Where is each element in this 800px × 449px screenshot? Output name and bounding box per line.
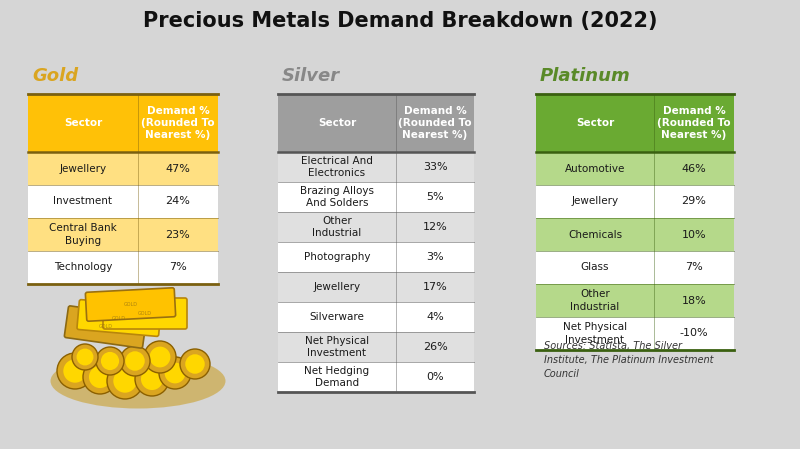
Text: Electrical And
Electronics: Electrical And Electronics	[301, 156, 373, 178]
Circle shape	[135, 362, 169, 396]
Text: 26%: 26%	[422, 342, 447, 352]
Circle shape	[83, 360, 117, 394]
Text: Brazing Alloys
And Solders: Brazing Alloys And Solders	[300, 186, 374, 208]
Text: 46%: 46%	[682, 163, 706, 173]
Text: Demand %
(Rounded To
Nearest %): Demand % (Rounded To Nearest %)	[398, 106, 472, 141]
Bar	[28, 218, 218, 251]
Text: Other
Industrial: Other Industrial	[570, 289, 620, 312]
Text: Net Physical
Investment: Net Physical Investment	[563, 322, 627, 345]
Circle shape	[150, 347, 170, 367]
Circle shape	[77, 348, 94, 365]
Text: GOLD: GOLD	[112, 316, 126, 321]
Bar	[536, 218, 734, 251]
Bar	[278, 302, 474, 332]
Circle shape	[57, 353, 93, 389]
Text: Jewellery: Jewellery	[59, 163, 106, 173]
Text: 29%: 29%	[682, 197, 706, 207]
Text: 5%: 5%	[426, 192, 444, 202]
Text: 7%: 7%	[685, 263, 703, 273]
FancyBboxPatch shape	[77, 299, 161, 336]
Circle shape	[114, 369, 137, 393]
Text: Sources: Statista, The Silver
Institute, The Platinum Investment
Council: Sources: Statista, The Silver Institute,…	[544, 341, 714, 379]
Text: Net Physical
Investment: Net Physical Investment	[305, 336, 369, 358]
Text: 24%: 24%	[166, 197, 190, 207]
Circle shape	[186, 354, 205, 374]
Text: 3%: 3%	[426, 252, 444, 262]
Text: Central Bank
Buying: Central Bank Buying	[49, 223, 117, 246]
Text: Technology: Technology	[54, 263, 112, 273]
Bar	[278, 272, 474, 302]
Bar	[278, 242, 474, 272]
Circle shape	[126, 351, 145, 371]
Bar	[278, 212, 474, 242]
Text: Glass: Glass	[581, 263, 610, 273]
Text: Demand %
(Rounded To
Nearest %): Demand % (Rounded To Nearest %)	[141, 106, 215, 141]
Text: Chemicals: Chemicals	[568, 229, 622, 239]
Text: Net Hedging
Demand: Net Hedging Demand	[305, 366, 370, 388]
Circle shape	[107, 363, 143, 399]
Text: 18%: 18%	[682, 295, 706, 305]
Text: Investment: Investment	[54, 197, 113, 207]
Bar	[536, 251, 734, 284]
Bar	[536, 94, 734, 152]
Bar	[28, 94, 218, 152]
Bar	[278, 332, 474, 362]
FancyBboxPatch shape	[103, 298, 187, 329]
Circle shape	[63, 359, 86, 383]
Circle shape	[89, 366, 111, 388]
Text: 12%: 12%	[422, 222, 447, 232]
Bar	[278, 362, 474, 392]
Circle shape	[165, 363, 186, 383]
Circle shape	[72, 344, 98, 370]
Text: Sector: Sector	[64, 118, 102, 128]
Bar	[278, 182, 474, 212]
Bar	[536, 284, 734, 317]
Text: 17%: 17%	[422, 282, 447, 292]
Text: GOLD: GOLD	[98, 325, 113, 330]
Text: Silverware: Silverware	[310, 312, 365, 322]
Text: GOLD: GOLD	[123, 302, 138, 307]
Text: GOLD: GOLD	[138, 311, 152, 316]
Text: Sector: Sector	[318, 118, 356, 128]
Circle shape	[120, 346, 150, 376]
Text: Gold: Gold	[32, 67, 78, 85]
Text: Photography: Photography	[304, 252, 370, 262]
Text: 4%: 4%	[426, 312, 444, 322]
Text: 7%: 7%	[169, 263, 187, 273]
Text: Demand %
(Rounded To
Nearest %): Demand % (Rounded To Nearest %)	[657, 106, 731, 141]
Text: Jewellery: Jewellery	[314, 282, 361, 292]
Text: Sector: Sector	[576, 118, 614, 128]
Text: -10%: -10%	[680, 329, 708, 339]
Circle shape	[180, 349, 210, 379]
Bar	[28, 185, 218, 218]
Text: 33%: 33%	[422, 162, 447, 172]
Bar	[536, 317, 734, 350]
Text: 23%: 23%	[166, 229, 190, 239]
Text: Platinum: Platinum	[540, 67, 630, 85]
Circle shape	[96, 347, 124, 375]
FancyBboxPatch shape	[86, 288, 175, 321]
Circle shape	[159, 357, 191, 389]
Ellipse shape	[50, 353, 226, 409]
Circle shape	[101, 352, 119, 370]
Circle shape	[144, 341, 176, 373]
Bar	[278, 152, 474, 182]
Bar	[536, 152, 734, 185]
Bar	[28, 251, 218, 284]
Text: 10%: 10%	[682, 229, 706, 239]
Text: 47%: 47%	[166, 163, 190, 173]
Bar	[536, 185, 734, 218]
Bar	[28, 152, 218, 185]
Text: Silver: Silver	[282, 67, 340, 85]
Text: Automotive: Automotive	[565, 163, 625, 173]
Bar	[278, 94, 474, 152]
Circle shape	[141, 368, 163, 390]
Text: Other
Industrial: Other Industrial	[312, 216, 362, 238]
Text: Precious Metals Demand Breakdown (2022): Precious Metals Demand Breakdown (2022)	[142, 11, 658, 31]
Text: Jewellery: Jewellery	[571, 197, 618, 207]
FancyBboxPatch shape	[65, 306, 146, 348]
Text: 0%: 0%	[426, 372, 444, 382]
